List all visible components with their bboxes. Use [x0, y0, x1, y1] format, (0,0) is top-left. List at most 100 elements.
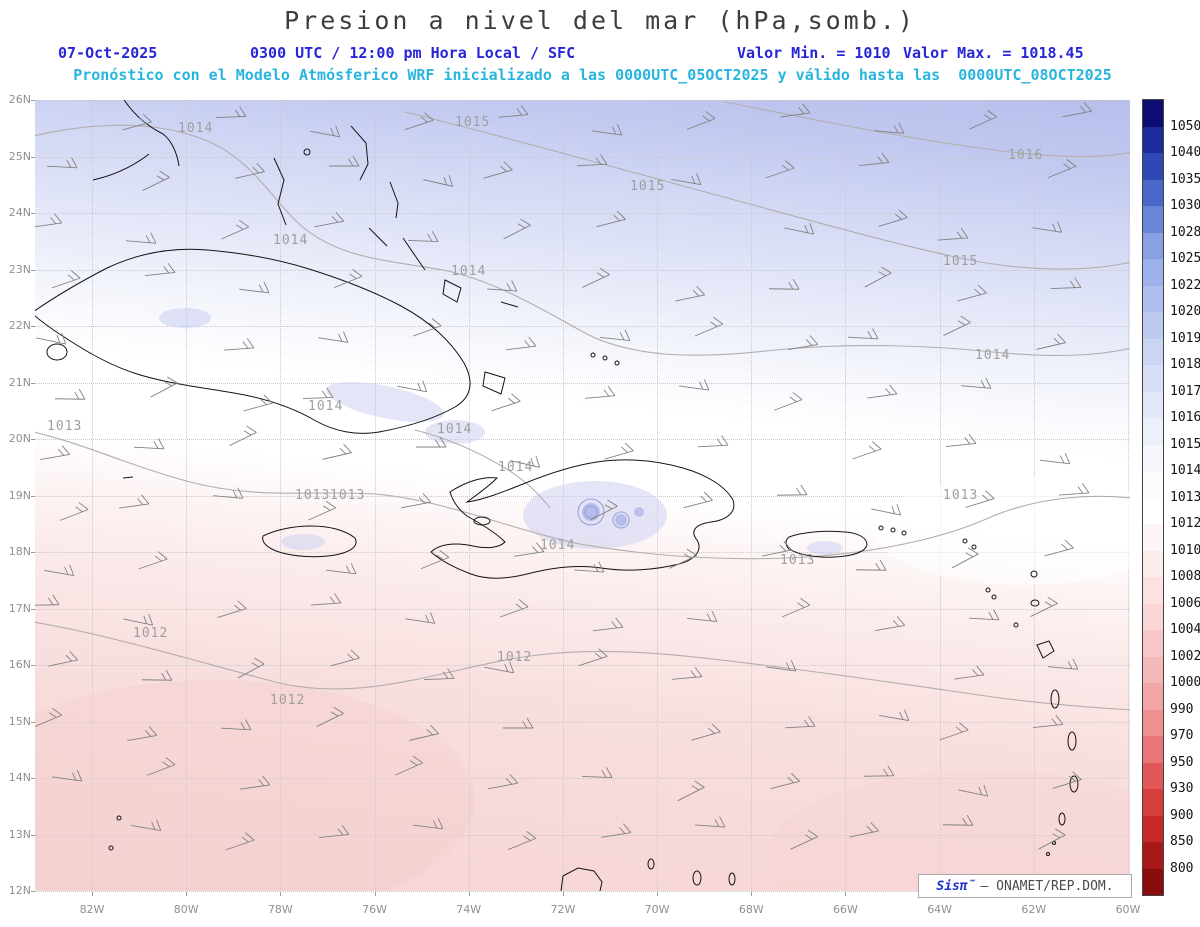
- wind-barb: [146, 757, 176, 776]
- wind-barb: [483, 161, 513, 179]
- wind-barb: [412, 318, 442, 337]
- wind-barb: [859, 152, 890, 167]
- wind-barb: [239, 281, 270, 294]
- colorbar-label: 1019: [1170, 330, 1200, 346]
- san-andres: [108, 845, 114, 851]
- wind-barb: [401, 493, 432, 509]
- colorbar-segment: [1143, 338, 1163, 365]
- contour-label: 1013: [780, 553, 816, 568]
- wind-barb: [314, 212, 345, 228]
- wind-barb: [585, 385, 616, 399]
- wind-barb: [765, 160, 795, 179]
- antigua: [1030, 599, 1040, 607]
- colorbar-label: 1002: [1170, 648, 1200, 664]
- lon-tick: [468, 892, 470, 896]
- wind-barb: [691, 723, 721, 741]
- h-gridline: [35, 778, 1130, 779]
- wind-barb: [582, 267, 610, 288]
- colorbar-segment: [1143, 842, 1163, 869]
- colorbar-segment: [1143, 471, 1163, 498]
- long-island-bahamas: [402, 237, 426, 271]
- curacao: [692, 870, 702, 886]
- wind-barb: [669, 548, 697, 569]
- colorbar-label: 970: [1170, 728, 1194, 743]
- wind-barb: [395, 755, 423, 776]
- wind-barb: [405, 612, 436, 624]
- h-gridline: [35, 326, 1130, 327]
- colorbar-segment: [1143, 630, 1163, 657]
- v-gridline: [280, 100, 282, 891]
- colorbar-segment: [1143, 815, 1163, 842]
- wind-barb: [1059, 483, 1090, 496]
- virgin-islands: [890, 527, 896, 533]
- model-info-line: Pronóstico con el Modelo Atmósferico WRF…: [73, 66, 1112, 84]
- colorbar-segment: [1143, 497, 1163, 524]
- isla-juventud: [46, 343, 68, 361]
- new-providence: [303, 148, 311, 156]
- colorbar-segment: [1143, 232, 1163, 259]
- wind-barb: [503, 218, 531, 240]
- contour-label: 1012: [133, 626, 169, 641]
- wind-barb: [773, 392, 803, 411]
- wind-barb: [1047, 158, 1077, 179]
- v-gridline: [374, 100, 376, 891]
- colorbar-label: 1006: [1170, 595, 1200, 611]
- colorbar-label: 1035: [1170, 171, 1200, 187]
- wind-barb: [133, 438, 165, 450]
- wind-barb: [592, 124, 623, 136]
- colorbar-label: 1012: [1170, 516, 1200, 531]
- lat-tick: [31, 326, 35, 327]
- wind-barb: [1032, 221, 1063, 233]
- lon-tick: [751, 892, 753, 896]
- wind-barb: [784, 222, 815, 235]
- wind-barb: [686, 111, 716, 130]
- lat-label: 14N: [8, 771, 31, 784]
- inagua: [482, 371, 506, 395]
- virgin-islands: [901, 530, 907, 536]
- colorbar-label: 1025: [1170, 251, 1200, 266]
- wind-barb: [141, 669, 173, 681]
- wind-barb: [672, 666, 703, 680]
- wind-barb: [604, 442, 634, 460]
- wind-barb-layer: [35, 102, 1093, 851]
- turks-caicos: [602, 355, 608, 361]
- colorbar-segment: [1143, 418, 1163, 445]
- wind-barb: [939, 722, 969, 741]
- barbuda: [1030, 570, 1038, 578]
- contour-label: 1013: [47, 419, 83, 434]
- lat-label: 24N: [8, 206, 31, 219]
- wind-barb: [600, 329, 631, 342]
- colorbar-segment: [1143, 100, 1163, 127]
- contour-label: 1016: [1008, 148, 1044, 163]
- colorbar-label: 1008: [1170, 569, 1200, 584]
- wind-barb: [855, 559, 887, 571]
- lon-label: 80W: [173, 903, 199, 916]
- turks-caicos: [590, 352, 596, 358]
- virgin-islands: [878, 525, 884, 531]
- martinique: [1067, 731, 1077, 751]
- wind-barb: [782, 597, 811, 618]
- wind-barb: [951, 547, 979, 569]
- v-gridline: [468, 100, 470, 891]
- contour-label: 1014: [498, 460, 534, 475]
- wind-barb: [576, 154, 608, 167]
- colorbar-segment: [1143, 312, 1163, 339]
- dominica: [1050, 689, 1060, 709]
- watermark: Sisπ̃ – ONAMET/REP.DOM.: [918, 874, 1132, 898]
- wind-barb: [942, 814, 974, 826]
- wind-barb: [601, 823, 632, 838]
- wind-barb: [1036, 333, 1066, 350]
- andros: [273, 157, 287, 226]
- wind-barb: [679, 379, 710, 391]
- lat-tick: [31, 495, 35, 497]
- lon-label: 62W: [1021, 903, 1047, 916]
- lon-tick: [280, 892, 282, 896]
- contour-label: 1015: [630, 179, 666, 194]
- florida-coast: [123, 100, 180, 167]
- wind-barb: [946, 433, 977, 448]
- wind-barb: [36, 332, 67, 345]
- colorbar-segment: [1143, 789, 1163, 816]
- wind-barb: [578, 648, 608, 667]
- wind-barb: [510, 456, 541, 468]
- wind-barb: [683, 491, 713, 509]
